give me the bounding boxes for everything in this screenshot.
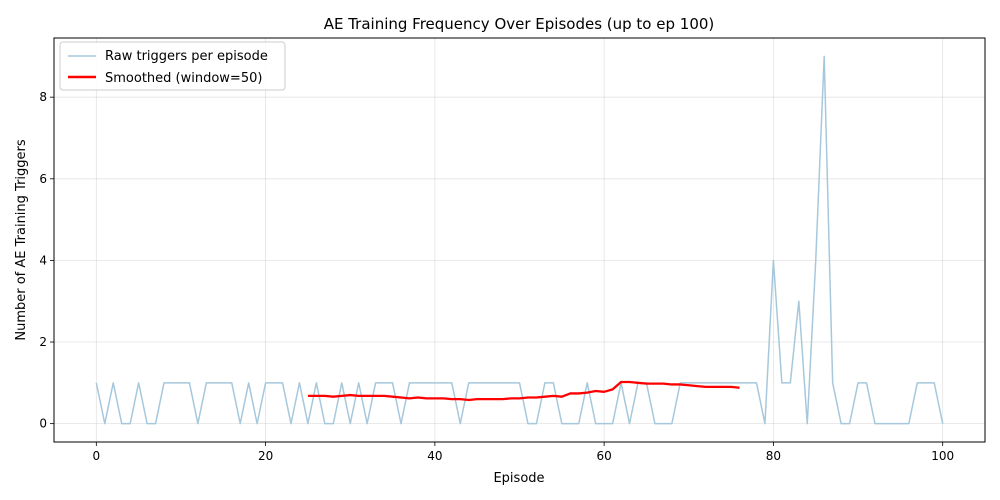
smoothed-line	[307, 380, 740, 402]
y-tick-label: 6	[39, 172, 47, 186]
x-tick-label: 80	[766, 449, 781, 463]
x-tick-label: 40	[427, 449, 442, 463]
x-axis-label: Episode	[493, 471, 544, 486]
legend: Raw triggers per episode Smoothed (windo…	[59, 41, 286, 91]
raw-triggers-line	[95, 55, 944, 425]
y-tick-label: 2	[39, 335, 47, 349]
plot-lines	[95, 55, 944, 425]
legend-label-raw: Raw triggers per episode	[105, 49, 268, 64]
x-tick-label: 100	[931, 449, 954, 463]
y-axis-label: Number of AE Training Triggers	[14, 139, 29, 341]
grid	[54, 38, 985, 442]
plot-frame	[53, 37, 986, 443]
x-axis: 0 20 40 60 80 100	[92, 442, 954, 463]
x-tick-label: 60	[596, 449, 611, 463]
x-tick-label: 20	[258, 449, 273, 463]
chart-title: AE Training Frequency Over Episodes (up …	[324, 15, 715, 33]
y-axis: 0 2 4 6 8	[39, 90, 54, 431]
y-tick-label: 4	[39, 253, 47, 267]
legend-label-smoothed: Smoothed (window=50)	[105, 71, 262, 86]
x-tick-label: 0	[92, 449, 100, 463]
y-tick-label: 0	[39, 417, 47, 431]
y-tick-label: 8	[39, 90, 47, 104]
legend-box	[59, 41, 286, 91]
